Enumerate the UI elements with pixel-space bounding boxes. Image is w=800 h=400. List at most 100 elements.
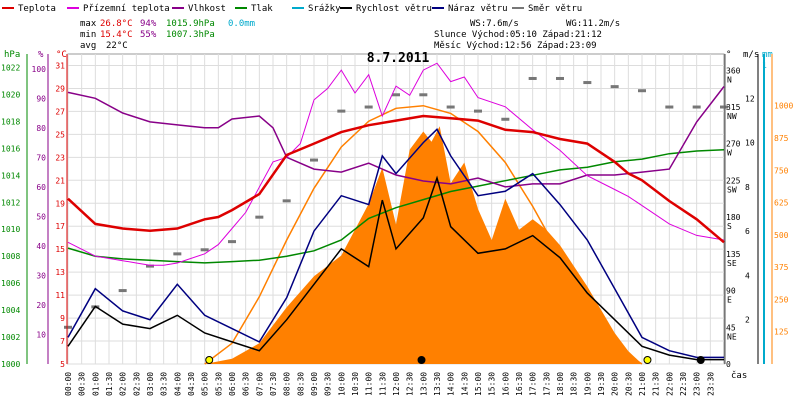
x-tick-label: 10:00: [337, 372, 346, 396]
ground-temperature-line: [67, 62, 725, 266]
temp-tick-label: 5: [60, 360, 65, 369]
wind-direction-mark: [337, 109, 346, 113]
wind-direction-mark: [720, 105, 728, 109]
x-tick-label: 00:30: [78, 372, 87, 396]
hpa-tick-label: 1000: [1, 360, 20, 369]
dir-tick-label: 270: [726, 140, 741, 149]
wind-direction-mark: [638, 89, 646, 93]
pct-axis-label: %: [38, 50, 44, 60]
legend-entry: Náraz větru: [448, 4, 508, 14]
humidity-line: [67, 86, 725, 188]
x-tick-label: 16:00: [501, 372, 510, 396]
hpa-tick-label: 1018: [1, 117, 20, 126]
x-tick-label: 09:30: [324, 372, 333, 396]
stats-min-humidity: 55%: [140, 30, 157, 40]
x-tick-label: 07:00: [255, 372, 264, 396]
legend-entry: Směr větru: [528, 4, 582, 14]
stats-max-label: max: [80, 19, 97, 29]
hpa-tick-label: 1012: [1, 198, 20, 207]
x-tick-label: 11:30: [378, 372, 387, 396]
x-tick-label: 12:30: [406, 372, 415, 396]
legend-entry: Přízemní teplota: [83, 4, 170, 14]
ms-tick-label: 10: [745, 139, 755, 148]
pct-tick-label: 100: [32, 65, 47, 74]
hpa-tick-label: 1004: [1, 306, 20, 315]
stats-max-rain: 0.0mm: [228, 19, 255, 29]
x-tick-label: 17:00: [529, 372, 538, 396]
hpa-tick-label: 1016: [1, 144, 20, 153]
stats-moon-times: Měsíc Východ:12:56 Západ:23:09: [434, 41, 597, 51]
wind-direction-mark: [610, 85, 619, 89]
legend-entry: Vlhkost: [188, 4, 226, 14]
x-tick-label: 15:00: [474, 372, 483, 396]
x-tick-label: 02:30: [132, 372, 141, 396]
dir-compass-label: SW: [727, 185, 737, 194]
x-tick-label: 18:30: [570, 372, 579, 396]
x-tick-label: 01:00: [91, 372, 100, 396]
pct-tick-label: 80: [36, 124, 46, 133]
solar-radiation-area: [204, 126, 642, 364]
temp-tick-label: 31: [55, 61, 65, 70]
hpa-axis-label: hPa: [4, 50, 20, 60]
stats-min-temp: 15.4°C: [100, 30, 133, 40]
x-tick-label: 13:30: [433, 372, 442, 396]
event-markers: [205, 356, 705, 364]
solar-tick-label: 125: [774, 328, 789, 337]
x-tick-label: 21:00: [638, 372, 647, 396]
pct-tick-label: 20: [36, 301, 46, 310]
x-tick-label: 04:30: [187, 372, 196, 396]
series-lines: [64, 62, 728, 361]
legend-entry: Teplota: [18, 4, 56, 14]
solar-tick-label: 625: [774, 199, 789, 208]
pct-tick-label: 60: [36, 183, 46, 192]
wind-direction-mark: [528, 76, 537, 80]
stats-max-pressure: 1015.9hPa: [166, 19, 215, 29]
x-tick-label: 04:00: [173, 372, 182, 396]
dir-tick-label: 45: [726, 323, 736, 332]
grid: [67, 54, 724, 365]
mm-tick-label: 1: [762, 61, 767, 70]
ms-tick-label: 2: [745, 316, 750, 325]
x-tick-label: 06:00: [228, 372, 237, 396]
solar-theoretical-line: [204, 104, 643, 365]
legend-entry: Srážky: [308, 4, 341, 14]
x-tick-label: 00:00: [64, 372, 73, 396]
x-axis-label: čas: [731, 370, 747, 381]
mm-axis-label: mm: [762, 50, 773, 60]
wind-direction-mark: [583, 81, 592, 85]
wind-direction-mark: [392, 93, 400, 97]
temp-tick-label: 27: [55, 107, 65, 116]
x-tick-label: 08:30: [296, 372, 305, 396]
temp-tick-label: 23: [55, 153, 65, 162]
hpa-tick-label: 1014: [1, 171, 20, 180]
dir-tick-label: 135: [726, 250, 741, 259]
wind-direction-mark: [556, 76, 564, 80]
axes: 00:00 00:30 01:00 01:30 02:00 02:30 03:00 03:30…: [1, 50, 793, 396]
temp-tick-label: 15: [55, 245, 65, 254]
legend-entry: Rychlost větru: [356, 4, 432, 14]
ms-tick-label: 12: [745, 94, 755, 103]
dir-axis-label: °: [726, 50, 731, 60]
x-tick-label: 05:00: [201, 372, 210, 396]
chart-title: 8.7.2011: [367, 51, 430, 66]
hpa-tick-label: 1006: [1, 279, 20, 288]
temp-tick-label: 19: [55, 199, 65, 208]
x-tick-label: 15:30: [488, 372, 497, 396]
x-tick-label: 18:00: [556, 372, 565, 396]
x-tick-label: 13:00: [419, 372, 428, 396]
wind-direction-mark: [665, 105, 674, 109]
dir-tick-label: 360: [726, 66, 741, 75]
x-tick-label: 03:00: [146, 372, 155, 396]
wind-direction-mark: [228, 240, 236, 244]
wind-direction-mark: [364, 105, 373, 109]
hpa-tick-label: 1010: [1, 225, 20, 234]
dir-compass-label: N: [727, 75, 732, 84]
x-tick-label: 22:00: [665, 372, 674, 396]
stats-min-pressure: 1007.3hPa: [166, 30, 215, 40]
x-tick-label: 08:00: [283, 372, 292, 396]
wind-direction-mark: [64, 325, 72, 329]
sunrise-marker: [205, 356, 214, 364]
stats-min-label: min: [80, 30, 96, 40]
ms-tick-label: 4: [745, 271, 750, 280]
